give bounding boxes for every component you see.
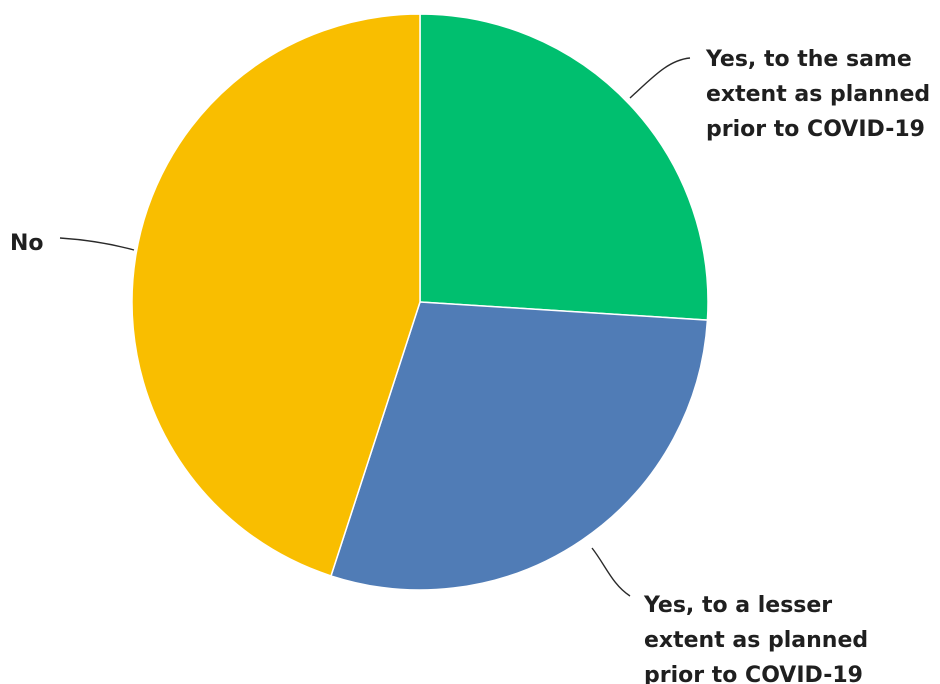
pie-slice-1 — [419, 13, 709, 321]
slice-label-3: No — [10, 231, 44, 256]
leader-line-1 — [629, 57, 691, 99]
slice-labels: Yes, to the same extent as planned prior t… — [10, 47, 930, 684]
slice-label-line: prior to COVID-19 — [706, 117, 925, 142]
slice-label-2: Yes, to a lesser extent as planned prior t… — [643, 593, 868, 684]
slice-label-1: Yes, to the same extent as planned prior t… — [705, 47, 930, 142]
slice-label-line: prior to COVID-19 — [644, 663, 863, 684]
pie-slice-3 — [131, 13, 421, 577]
slice-label-line: Yes, to the same — [705, 47, 912, 72]
leader-lines — [59, 57, 691, 597]
slice-label-line: extent as planned — [644, 628, 868, 653]
pie-slice-2 — [330, 301, 709, 591]
leader-line-2 — [591, 547, 631, 597]
pie-slices — [131, 13, 709, 591]
slice-label-line: No — [10, 231, 44, 256]
slice-label-line: extent as planned — [706, 82, 930, 107]
slice-label-line: Yes, to a lesser — [643, 593, 832, 618]
leader-line-3 — [59, 237, 135, 251]
